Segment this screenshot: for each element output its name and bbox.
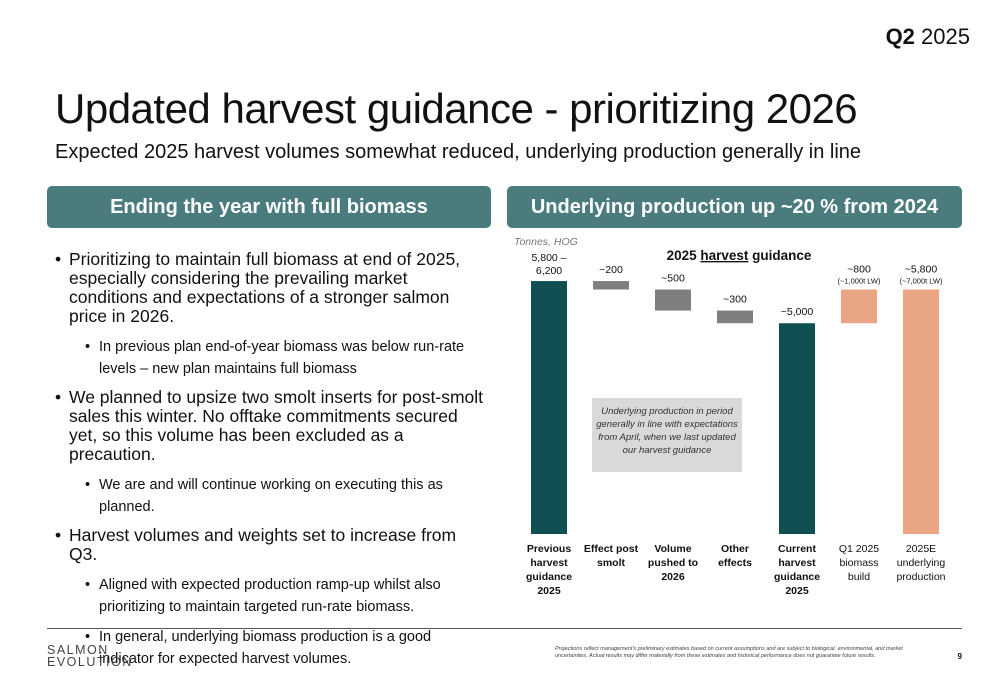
- category-label: Previous: [527, 543, 572, 555]
- sub-bullet-item: Aligned with expected production ramp-up…: [55, 574, 485, 618]
- unit-note: Tonnes, HOG: [514, 236, 578, 248]
- quarter-label: Q2 2025: [886, 24, 970, 50]
- left-panel-heading: Ending the year with full biomass: [47, 186, 491, 228]
- disclaimer: Projections reflect management's prelimi…: [555, 646, 903, 659]
- footer-divider: [47, 628, 962, 629]
- company-logo: SALMON EVOLUTION: [47, 643, 133, 669]
- chart-title: 2025 harvest guidance: [667, 248, 812, 263]
- sub-bullet-item: In previous plan end-of-year biomass was…: [55, 336, 485, 380]
- data-sublabel: (~1,000t LW): [837, 277, 881, 286]
- category-label: Other: [721, 543, 749, 555]
- data-label: ~5,800: [905, 264, 938, 276]
- page-title: Updated harvest guidance - prioritizing …: [55, 85, 858, 132]
- right-panel-heading: Underlying production up ~20 % from 2024: [507, 186, 962, 228]
- logo-line-2: EVOLUTION: [47, 655, 133, 669]
- category-label: harvest: [530, 557, 568, 569]
- category-label: biomass: [839, 557, 878, 569]
- category-label: effects: [718, 557, 752, 569]
- harvest-waterfall-chart: Tonnes, HOG 2025 harvest guidance 5,800 …: [514, 236, 946, 597]
- category-label: Q1 2025: [839, 543, 879, 555]
- category-label: Current: [778, 543, 816, 555]
- quarter-year: 2025: [921, 24, 970, 49]
- category-label: 2025E: [906, 543, 936, 555]
- bar: [841, 289, 877, 324]
- bar: [655, 289, 691, 311]
- category-label: 2025: [537, 585, 561, 597]
- callout-box: [592, 398, 742, 472]
- category-label: pushed to: [648, 557, 698, 569]
- category-label: Effect post: [584, 543, 639, 555]
- bar: [903, 289, 939, 534]
- data-label: ~5,000: [781, 306, 814, 318]
- bullet-list: Prioritizing to maintain full biomass at…: [55, 250, 485, 678]
- category-label: production: [896, 571, 945, 583]
- data-label: ~300: [723, 294, 747, 306]
- page-number: 9: [957, 652, 962, 661]
- category-label: Volume: [654, 543, 691, 555]
- data-label: ~500: [661, 273, 685, 285]
- category-label: underlying: [897, 557, 946, 569]
- category-label: harvest: [778, 557, 816, 569]
- bar: [779, 323, 815, 534]
- data-sublabel: (~7,000t LW): [899, 277, 943, 286]
- callout-text: Underlying production in period generall…: [596, 406, 738, 456]
- category-label: 2025: [785, 585, 809, 597]
- bullet-item: Harvest volumes and weights set to incre…: [55, 526, 485, 564]
- data-label: 6,200: [536, 265, 562, 277]
- quarter-bold: Q2: [885, 24, 915, 49]
- bar: [717, 310, 753, 324]
- sub-bullet-item: We are and will continue working on exec…: [55, 474, 485, 518]
- category-label: guidance: [526, 571, 572, 583]
- logo-line-1: SALMON: [47, 643, 109, 657]
- bullet-item: Prioritizing to maintain full biomass at…: [55, 250, 485, 326]
- category-label: guidance: [774, 571, 820, 583]
- category-label: 2026: [661, 571, 685, 583]
- data-label: ~800: [847, 264, 871, 276]
- bullet-item: We planned to upsize two smolt inserts f…: [55, 388, 485, 464]
- category-label: smolt: [597, 557, 626, 569]
- page-subtitle: Expected 2025 harvest volumes somewhat r…: [55, 141, 862, 163]
- data-label: ~200: [599, 264, 623, 276]
- data-label: 5,800 –: [531, 252, 566, 264]
- bar: [593, 281, 629, 290]
- bar: [531, 281, 567, 534]
- sub-bullet-item: In general, underlying biomass productio…: [55, 626, 485, 670]
- category-label: build: [848, 571, 870, 583]
